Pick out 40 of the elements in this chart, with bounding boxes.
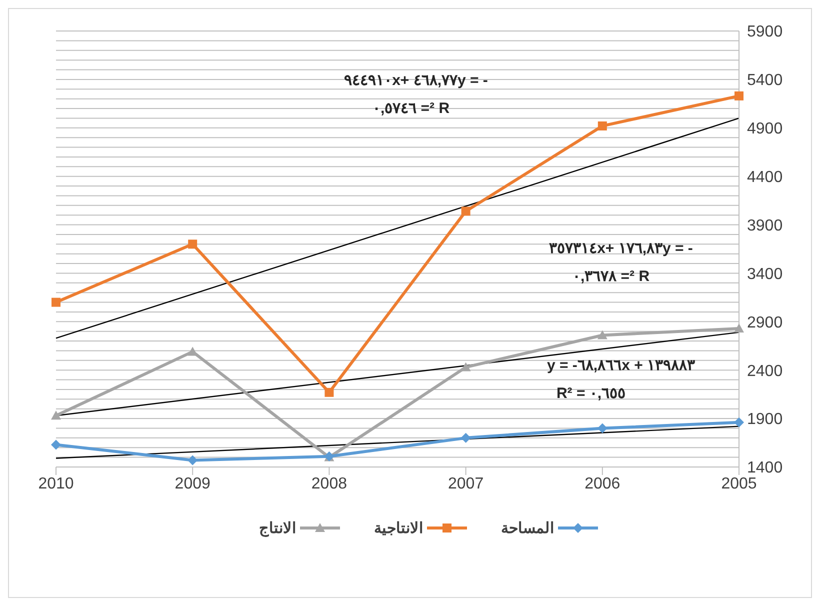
point	[52, 298, 60, 307]
y-tick-label: 5400	[747, 72, 783, 90]
annotation: y = -٦٨,٨٦٦x + ١٣٩٨٨٣	[546, 357, 696, 374]
annotation: ٠,٥٧٤٦ =² R	[372, 100, 450, 117]
x-tick-label: 2010	[38, 475, 74, 492]
legend-label: الانتاج	[259, 519, 296, 537]
x-tick-label: 2005	[721, 475, 757, 492]
point	[188, 240, 198, 249]
point	[188, 455, 198, 466]
point	[734, 91, 744, 100]
legend-label: المساحة	[501, 519, 554, 537]
x-tick-label: 2006	[584, 475, 620, 492]
point	[51, 410, 61, 420]
x-tick-label: 2008	[311, 475, 348, 492]
annotation: ٠,٣٦٧٨ =² R	[572, 268, 650, 285]
y-tick-label: 2900	[747, 314, 783, 332]
y-tick-label: 2400	[747, 362, 783, 380]
legend-label: الانتاجية	[374, 519, 423, 537]
annotation: ٩٤٤٩١٠x+ ٤٦٨,٧٧y = -	[344, 72, 488, 89]
y-tick-label: 4900	[747, 120, 783, 138]
point	[734, 417, 744, 428]
y-tick-label: 3400	[747, 266, 783, 283]
point	[598, 121, 607, 130]
point	[597, 330, 608, 340]
x-tick-label: 2007	[448, 475, 484, 492]
point	[51, 440, 61, 450]
y-tick-label: 4400	[747, 169, 783, 186]
annotation: ٣٥٧٣١٤x+ ١٧٦,٨٣y = -	[549, 240, 693, 257]
x-tick-label: 2009	[174, 475, 210, 492]
y-tick-label: 1900	[747, 411, 783, 428]
annotation: R² = ٠,٦٥٥	[556, 385, 626, 402]
point	[734, 323, 744, 332]
y-tick-label: 3900	[747, 217, 783, 234]
y-tick-label: 5900	[747, 24, 783, 41]
point	[461, 206, 470, 216]
point	[324, 388, 334, 397]
y-tick-label: 1400	[747, 460, 783, 477]
point	[460, 362, 471, 372]
point	[460, 432, 471, 443]
point	[597, 423, 608, 434]
